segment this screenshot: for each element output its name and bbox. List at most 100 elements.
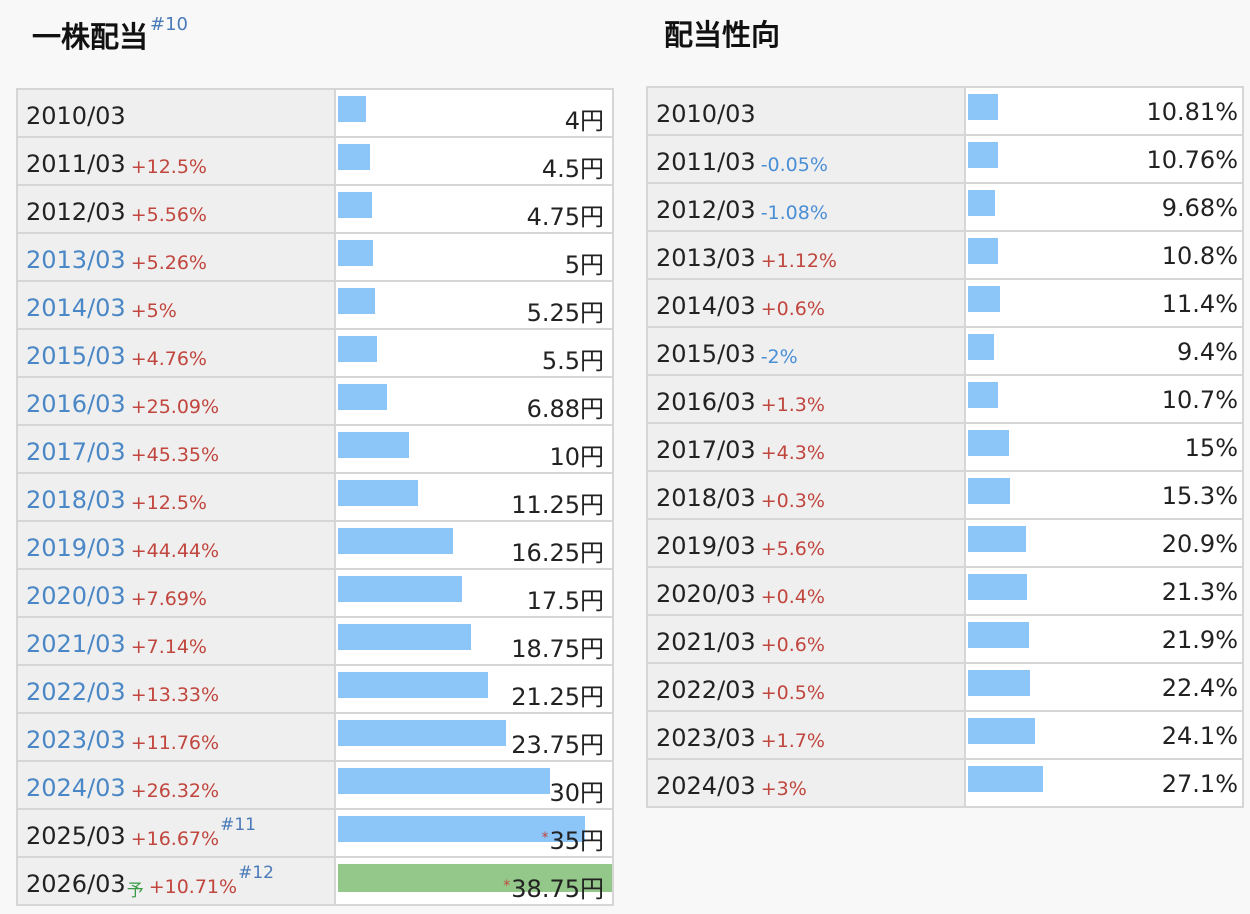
dividend-bar-cell: 4.5円 [338, 138, 612, 184]
dividend-row: 2020/03 +7.69% 17.5円 [18, 570, 612, 618]
payout-row: 2016/03 +1.3% 10.7% [648, 376, 1242, 424]
dividend-change: +10.71% [148, 876, 238, 898]
footnote-ref-link[interactable]: #11 [220, 815, 256, 835]
payout-bar [968, 382, 998, 408]
dividend-year-link[interactable]: 2017/03 [26, 438, 126, 466]
dividend-year-cell: 2018/03 +12.5% [18, 474, 336, 520]
dividend-year-link[interactable]: 2015/03 [26, 342, 126, 370]
dividend-change: +44.44% [130, 540, 220, 562]
estimate-mark: * [541, 830, 549, 846]
payout-year-cell: 2024/03 +3% [648, 760, 966, 806]
payout-year-label: 2023/03 [656, 724, 756, 752]
payout-change: +1.3% [760, 394, 825, 416]
dividend-year-cell: 2015/03 +4.76% [18, 330, 336, 376]
dividend-bar-cell: 6.88円 [338, 378, 612, 424]
dividend-year-link[interactable]: 2023/03 [26, 726, 126, 754]
dividend-change: +45.35% [130, 444, 220, 466]
payout-bar-cell: 10.8% [968, 232, 1242, 278]
payout-value: 24.1% [1161, 722, 1238, 750]
dividend-year-link[interactable]: 2014/03 [26, 294, 126, 322]
payout-year-cell: 2021/03 +0.6% [648, 616, 966, 662]
dividend-value-text: 4円 [564, 107, 604, 135]
dividend-row: 2024/03 +26.32% 30円 [18, 762, 612, 810]
dividend-year-link[interactable]: 2013/03 [26, 246, 126, 274]
dividend-value: *38.75円 [503, 869, 604, 904]
dividend-row: 2016/03 +25.09% 6.88円 [18, 378, 612, 426]
payout-year-cell: 2011/03 -0.05% [648, 136, 966, 182]
payout-year-cell: 2016/03 +1.3% [648, 376, 966, 422]
dividend-value: 4.5円 [542, 149, 604, 184]
payout-row: 2011/03 -0.05% 10.76% [648, 136, 1242, 184]
payout-year-label: 2013/03 [656, 244, 756, 272]
payout-year-cell: 2018/03 +0.3% [648, 472, 966, 518]
payout-row: 2019/03 +5.6% 20.9% [648, 520, 1242, 568]
payout-bar [968, 718, 1035, 744]
payout-bar [968, 430, 1009, 456]
payout-row: 2022/03 +0.5% 22.4% [648, 664, 1242, 712]
payout-ratio-table: 2010/03 10.81% 2011/03 -0.05% 10.76% 2012/03-… [646, 86, 1244, 808]
dividend-value: 5.5円 [542, 341, 604, 376]
dividend-bar [338, 768, 550, 794]
dividend-value: 23.75円 [511, 725, 604, 760]
dividend-year-link[interactable]: 2016/03 [26, 390, 126, 418]
payout-bar [968, 574, 1027, 600]
payout-year-cell: 2017/03 +4.3% [648, 424, 966, 470]
payout-value: 22.4% [1161, 674, 1238, 702]
dividend-value: 5.25円 [527, 293, 604, 328]
dividend-value: 16.25円 [511, 533, 604, 568]
dividend-bar-cell: 21.25円 [338, 666, 612, 712]
payout-bar [968, 142, 998, 168]
payout-row: 2017/03 +4.3% 15% [648, 424, 1242, 472]
payout-value: 20.9% [1161, 530, 1238, 558]
payout-change: +0.3% [760, 490, 825, 512]
dividend-bar-cell: *35円 [338, 810, 612, 856]
dividend-title-text: 一株配当 [32, 20, 149, 54]
payout-bar-cell: 20.9% [968, 520, 1242, 566]
dividend-table: 2010/03 4円 2011/03 +12.5% 4.5円 2012/03 +5.56% 4… [16, 88, 614, 906]
payout-row: 2023/03 +1.7% 24.1% [648, 712, 1242, 760]
payout-bar [968, 766, 1043, 792]
payout-year-label: 2016/03 [656, 388, 756, 416]
dividend-value-text: 16.25円 [511, 539, 604, 567]
payout-year-label: 2011/03 [656, 148, 756, 176]
footnote-ref-link[interactable]: #12 [238, 863, 274, 883]
dividend-value-text: 18.75円 [511, 635, 604, 663]
dividend-value-text: 5円 [564, 251, 604, 279]
dividend-bar [338, 384, 387, 410]
payout-bar-cell: 27.1% [968, 760, 1242, 806]
payout-bar-cell: 15.3% [968, 472, 1242, 518]
dividend-year-link[interactable]: 2019/03 [26, 534, 126, 562]
dividend-year-cell: 2023/03 +11.76% [18, 714, 336, 760]
dividend-year-link[interactable]: 2022/03 [26, 678, 126, 706]
dividend-value: *35円 [541, 821, 604, 856]
dividend-year-cell: 2017/03 +45.35% [18, 426, 336, 472]
dividend-value-text: 5.25円 [526, 299, 604, 327]
dividend-year-cell: 2011/03 +12.5% [18, 138, 336, 184]
estimate-mark: * [503, 878, 511, 894]
dividend-bar-cell: 16.25円 [338, 522, 612, 568]
dividend-row: 2022/03 +13.33% 21.25円 [18, 666, 612, 714]
dividend-value: 11.25円 [511, 485, 604, 520]
dividend-year-link[interactable]: 2018/03 [26, 486, 126, 514]
dividend-row: 2013/03 +5.26% 5円 [18, 234, 612, 282]
dividend-title-ref-link[interactable]: #10 [150, 14, 189, 36]
dividend-value: 30円 [549, 773, 604, 808]
payout-value: 10.8% [1161, 242, 1238, 270]
payout-bar-cell: 21.3% [968, 568, 1242, 614]
payout-bar-cell: 15% [968, 424, 1242, 470]
dividend-value-text: 11.25円 [511, 491, 604, 519]
payout-row: 2020/03 +0.4% 21.3% [648, 568, 1242, 616]
payout-bar-cell: 11.4% [968, 280, 1242, 326]
payout-year-label: 2022/03 [656, 676, 756, 704]
payout-bar [968, 94, 998, 120]
payout-year-label: 2010/03 [656, 100, 756, 128]
dividend-year-link[interactable]: 2021/03 [26, 630, 126, 658]
dividend-year-link[interactable]: 2020/03 [26, 582, 126, 610]
dividend-row: 2025/03 +16.67% #11 *35円 [18, 810, 612, 858]
payout-value: 9.4% [1177, 338, 1238, 366]
dividend-year-link[interactable]: 2024/03 [26, 774, 126, 802]
payout-value: 10.81% [1146, 98, 1238, 126]
payout-bar [968, 190, 995, 216]
dividend-row: 2023/03 +11.76% 23.75円 [18, 714, 612, 762]
payout-value: 10.7% [1161, 386, 1238, 414]
